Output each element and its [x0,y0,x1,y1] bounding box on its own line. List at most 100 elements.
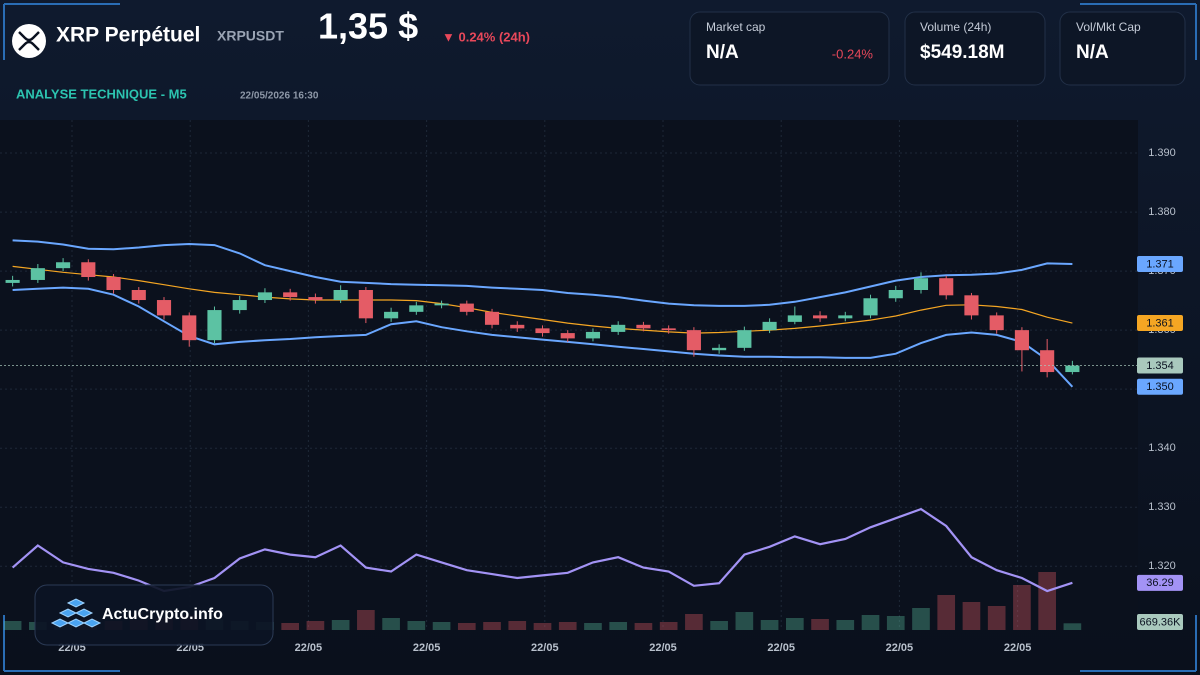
value-tag-label: 36.29 [1146,577,1174,589]
candle-body [106,277,121,290]
volume-bar [432,622,451,630]
brand-icon [50,598,102,628]
candle-body [1065,365,1080,373]
volume-bar [785,618,804,630]
candle-body [661,328,676,331]
x-tick-label: 22/05 [767,642,795,654]
value-tag [1137,378,1183,395]
volume-bar [685,614,703,630]
asset-symbol: XRPUSDT [217,28,284,44]
value-tag [1137,256,1183,273]
volume-bar [634,623,653,630]
stat-value: N/A [1076,42,1109,63]
candle-body [30,268,45,280]
stat-value: N/A [706,42,739,63]
volume-bar [836,620,855,630]
volume-bar [937,595,956,630]
volume-bar [584,623,602,630]
y-tick-label: 1.320 [1148,560,1176,572]
candle-body [459,303,474,312]
x-tick-label: 22/05 [295,642,323,654]
value-tag-label: 669.36K [1140,616,1182,628]
candle-body [812,315,828,319]
volume-bar [912,608,930,630]
value-tag [1137,614,1183,630]
candle-body [838,315,853,319]
band-line [12,239,1073,307]
candle-body [5,279,20,283]
volume-bar [659,622,678,630]
brand-name: ActuCrypto.info [102,606,223,623]
stat-label: Volume (24h) [920,20,991,34]
stat-value: $549.18M [920,42,1005,63]
candle-body [1040,350,1055,373]
candle-body [156,300,172,316]
candle-body [333,290,348,301]
candle-body [131,290,146,301]
stat-card [1059,11,1186,86]
volume-bar [710,621,728,630]
volume-bar [861,615,880,630]
candle-body [257,292,273,301]
value-tag [1137,357,1183,374]
volume-bar [508,621,527,630]
price-change: ▼ 0.24% (24h) [442,29,530,44]
volume-bar [3,621,22,630]
volume-bar [306,621,325,630]
stat-label: Vol/Mkt Cap [1076,20,1141,34]
candle-body [712,347,727,351]
stat-change: -0.24% [832,46,874,61]
candle-body [535,328,550,334]
datetime: 22/05/2026 16:30 [240,91,319,102]
volume-bar [1013,585,1031,630]
candle-body [863,298,878,316]
candle-body [762,321,777,331]
section-title: ANALYSE TECHNIQUE - M5 [16,86,187,101]
volume-bar [1063,623,1082,630]
volume-bar [987,606,1006,630]
xrp-logo-mark [18,31,40,51]
candle-body [56,262,71,269]
value-tag [1137,315,1183,332]
value-tag-label: 1.350 [1146,381,1174,393]
volume-bar [357,610,375,630]
candle-body [207,310,222,341]
price: 1,35 $ [318,6,418,47]
candle-body [232,300,247,311]
value-tag [1137,574,1183,591]
y-tick-label: 1.330 [1148,501,1176,513]
volume-bar [962,602,981,630]
candle-body [989,315,1004,331]
asset-name: XRP Perpétuel [56,24,200,47]
brand-box [34,584,274,646]
volume-bar [735,612,754,630]
candle-body [939,278,954,296]
value-tag-label: 1.354 [1146,360,1174,372]
candle-body [686,330,701,351]
candle-body [434,303,449,306]
value-tag-label: 1.361 [1146,317,1174,329]
candle-body [611,324,626,332]
candle-body [913,278,929,290]
x-tick-label: 22/05 [1004,642,1032,654]
candle-body [585,331,601,339]
volume-bar [811,619,829,630]
plot: 1.3901.3801.3701.3601.3501.3401.3301.320… [0,120,1183,654]
candle-body [283,292,298,298]
volume-bar [382,618,400,630]
x-tick-label: 22/05 [886,642,914,654]
candle-body [1014,330,1029,351]
volume-bar [1038,572,1056,630]
volume-bar [457,623,476,630]
candle-body [787,315,802,322]
volume-bar [483,622,501,630]
candle-body [888,290,903,299]
candle-body [81,262,96,278]
frame-corners [3,3,1197,672]
volume-bar [331,620,350,630]
volume-bar [886,616,905,630]
candle-body [308,297,323,301]
candle-body [484,311,500,325]
